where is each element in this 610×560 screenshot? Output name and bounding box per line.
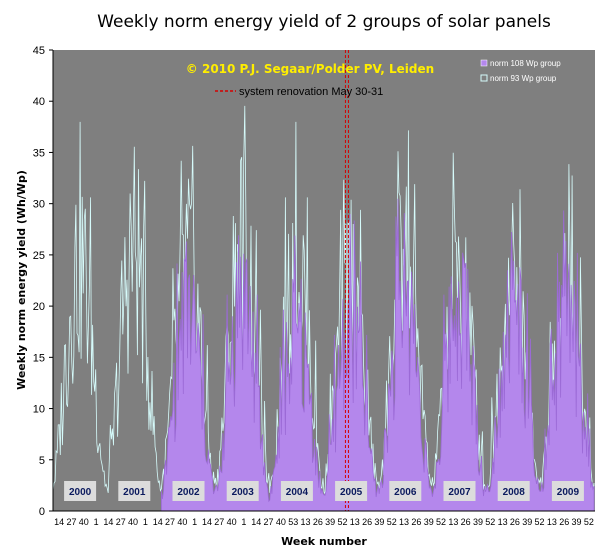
year-label-box	[226, 481, 259, 501]
year-label-box	[335, 481, 368, 501]
copyright-notice: © 2010 P.J. Segaar/Polder PV, Leiden	[186, 62, 434, 76]
x-tick-label: 52	[387, 517, 397, 527]
x-tick-label: 14	[202, 517, 212, 527]
year-label-box	[280, 481, 313, 501]
y-tick-label: 10	[33, 404, 45, 416]
x-tick-label: 52	[535, 517, 545, 527]
year-label-box	[172, 481, 205, 501]
y-tick-label: 15	[33, 352, 45, 364]
year-label-box	[551, 481, 584, 501]
year-label: 2001	[123, 487, 146, 498]
year-label: 2009	[557, 487, 580, 498]
legend-label-93: norm 93 Wp group	[490, 74, 557, 83]
x-tick-label: 1	[94, 517, 99, 527]
x-tick-label: 40	[177, 517, 187, 527]
year-label-box	[118, 481, 151, 501]
x-tick-label: 52	[584, 517, 594, 527]
x-tick-label: 14	[251, 517, 261, 527]
x-tick-label: 13	[301, 517, 311, 527]
year-label: 2002	[177, 487, 200, 498]
x-tick-label: 1	[192, 517, 197, 527]
x-tick-label: 14	[153, 517, 163, 527]
x-tick-label: 52	[337, 517, 347, 527]
x-tick-label: 26	[362, 517, 372, 527]
x-tick-label: 53	[288, 517, 298, 527]
y-tick-label: 5	[39, 455, 45, 467]
x-tick-label: 52	[485, 517, 495, 527]
x-tick-label: 13	[448, 517, 458, 527]
legend-label-108: norm 108 Wp group	[490, 59, 561, 68]
x-tick-label: 39	[473, 517, 483, 527]
y-tick-label: 35	[33, 147, 45, 159]
y-axis-label: Weekly norm energy yield (Wh/Wp)	[15, 170, 28, 390]
x-tick-label: 39	[424, 517, 434, 527]
series-108wp-area	[161, 198, 595, 512]
x-tick-label: 40	[79, 517, 89, 527]
y-tick-label: 30	[33, 199, 45, 211]
year-label: 2007	[448, 487, 471, 498]
x-tick-label: 13	[547, 517, 557, 527]
x-tick-label: 13	[399, 517, 409, 527]
x-tick-label: 40	[128, 517, 138, 527]
x-tick-label: 1	[143, 517, 148, 527]
chart-title: Weekly norm energy yield of 2 groups of …	[97, 12, 551, 32]
year-label-box	[497, 481, 530, 501]
y-tick-label: 20	[33, 301, 45, 313]
year-label: 2000	[69, 487, 92, 498]
x-tick-label: 39	[522, 517, 532, 527]
x-tick-label: 40	[227, 517, 237, 527]
year-label: 2008	[503, 487, 526, 498]
y-axis-ticks: 0 5 10 15 20 25 30 35 40 45	[33, 45, 53, 518]
year-label: 2004	[286, 487, 309, 498]
renovation-marker	[344, 50, 349, 511]
series-area-segment	[161, 198, 595, 512]
year-label-box	[389, 481, 422, 501]
y-tick-label: 45	[33, 45, 45, 57]
series-93wp-area	[52, 105, 595, 512]
x-tick-label: 27	[264, 517, 274, 527]
x-tick-label: 52	[436, 517, 446, 527]
x-tick-label: 13	[498, 517, 508, 527]
year-label: 2005	[340, 487, 363, 498]
legend-swatch-108	[480, 59, 488, 67]
x-tick-label: 14	[54, 517, 64, 527]
series-area-segment	[52, 105, 595, 512]
year-label-box	[64, 481, 97, 501]
x-tick-label: 13	[350, 517, 360, 527]
x-tick-label: 40	[276, 517, 286, 527]
x-axis-label: Week number	[281, 535, 367, 548]
y-tick-label: 25	[33, 250, 45, 262]
x-tick-label: 39	[325, 517, 335, 527]
year-label: 2006	[394, 487, 417, 498]
year-label-box	[443, 481, 476, 501]
x-tick-label: 26	[313, 517, 323, 527]
x-tick-label: 27	[66, 517, 76, 527]
renovation-annotation: system renovation May 30-31	[239, 86, 383, 98]
x-tick-label: 39	[374, 517, 384, 527]
x-tick-label: 1	[241, 517, 246, 527]
y-tick-label: 0	[39, 506, 45, 518]
x-tick-label: 27	[214, 517, 224, 527]
legend-swatch-93	[480, 74, 488, 82]
year-label: 2003	[232, 487, 255, 498]
x-tick-label: 39	[572, 517, 582, 527]
x-tick-label: 26	[411, 517, 421, 527]
x-tick-label: 27	[116, 517, 126, 527]
x-tick-label: 26	[510, 517, 520, 527]
x-tick-label: 14	[103, 517, 113, 527]
x-tick-label: 26	[461, 517, 471, 527]
x-axis-ticks: 14 27 40 1 14 27 40 1 14 27 40 1 14 27 40 1 14 27 40 53 13 26…	[54, 517, 594, 527]
y-tick-label: 40	[33, 96, 45, 108]
legend: norm 108 Wp group norm 93 Wp group	[480, 59, 561, 83]
year-labels: 2000 2001 2002 2003 2004 2005 2006 2007 2008 2009	[64, 481, 584, 501]
x-tick-label: 26	[559, 517, 569, 527]
x-tick-label: 27	[165, 517, 175, 527]
